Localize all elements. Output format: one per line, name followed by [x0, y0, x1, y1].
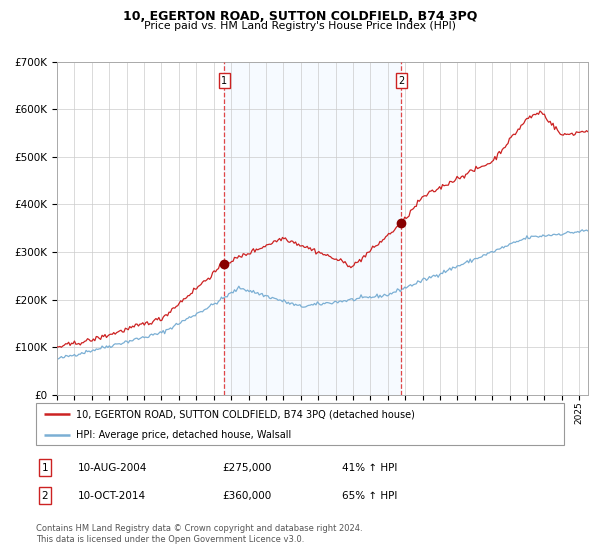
Text: HPI: Average price, detached house, Walsall: HPI: Average price, detached house, Wals…	[76, 430, 291, 440]
Text: This data is licensed under the Open Government Licence v3.0.: This data is licensed under the Open Gov…	[36, 535, 304, 544]
Text: 10, EGERTON ROAD, SUTTON COLDFIELD, B74 3PQ (detached house): 10, EGERTON ROAD, SUTTON COLDFIELD, B74 …	[76, 409, 415, 419]
Text: 2: 2	[41, 491, 49, 501]
Text: 10-AUG-2004: 10-AUG-2004	[78, 463, 148, 473]
Text: £360,000: £360,000	[222, 491, 271, 501]
Text: 2: 2	[398, 76, 404, 86]
Text: £275,000: £275,000	[222, 463, 271, 473]
Text: 10-OCT-2014: 10-OCT-2014	[78, 491, 146, 501]
Bar	[224, 62, 401, 395]
Text: Price paid vs. HM Land Registry's House Price Index (HPI): Price paid vs. HM Land Registry's House …	[144, 21, 456, 31]
FancyBboxPatch shape	[36, 403, 564, 445]
Text: 65% ↑ HPI: 65% ↑ HPI	[342, 491, 397, 501]
Text: 10, EGERTON ROAD, SUTTON COLDFIELD, B74 3PQ: 10, EGERTON ROAD, SUTTON COLDFIELD, B74 …	[123, 10, 477, 23]
Text: 1: 1	[221, 76, 227, 86]
Text: 1: 1	[41, 463, 49, 473]
Text: Contains HM Land Registry data © Crown copyright and database right 2024.: Contains HM Land Registry data © Crown c…	[36, 524, 362, 533]
Text: 41% ↑ HPI: 41% ↑ HPI	[342, 463, 397, 473]
